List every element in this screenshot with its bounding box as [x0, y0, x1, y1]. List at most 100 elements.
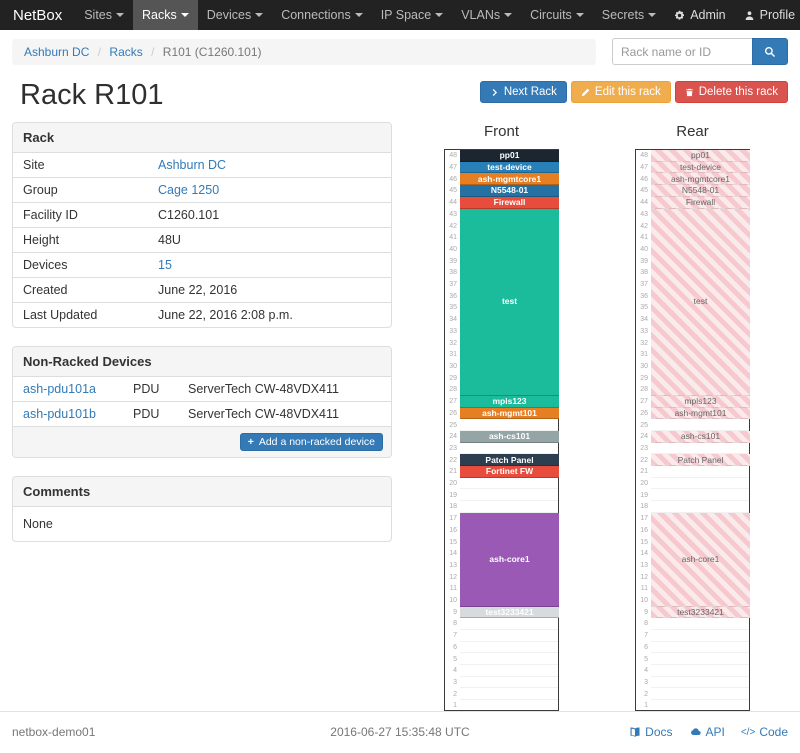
rack-elevation-rear: 48 47 46 45 44 43 42 41 40 39 38 37 36 35 34 33 32 31 30 29… — [635, 149, 750, 712]
breadcrumb-current: R101 (C1260.101) — [162, 44, 262, 59]
nonracked-panel: Non-Racked Devices ash-pdu101a PDU Serve… — [12, 346, 392, 458]
device-front-n5548-01[interactable]: N5548-01 — [460, 185, 559, 197]
device-front-ash-cs101[interactable]: ash-cs101 — [460, 431, 559, 443]
device-front-test-device[interactable]: test-device — [460, 161, 559, 174]
device-front-patch-panel[interactable]: Patch Panel — [460, 454, 559, 467]
device-front-mpls123[interactable]: mpls123 — [460, 395, 559, 408]
device-rear-test-device[interactable]: test-device — [651, 161, 750, 174]
nav-item-ip-space[interactable]: IP Space — [372, 0, 453, 30]
unit-number-label: 1 — [644, 702, 648, 710]
caret-down-icon — [116, 13, 124, 17]
rack-unit-slot — [651, 501, 749, 513]
search-input[interactable] — [612, 38, 752, 65]
rack-unit-row: 20 — [636, 478, 749, 490]
unit-number-label: 28 — [449, 386, 457, 394]
unit-number-label: 24 — [640, 433, 648, 441]
device-front-pp01[interactable]: pp01 — [460, 150, 559, 162]
rack-unit-row: 4 — [445, 665, 558, 677]
navbar: NetBox Sites Racks Devices Connections I… — [0, 0, 800, 30]
nav-item-connections[interactable]: Connections — [272, 0, 372, 30]
unit-number-label: 43 — [449, 210, 457, 218]
unit-number-label: 11 — [640, 585, 648, 593]
nav-item-secrets[interactable]: Secrets — [593, 0, 665, 30]
rack-unit-row: 23 — [445, 443, 558, 455]
code-icon: </> — [740, 726, 756, 738]
cloud-icon — [689, 726, 702, 738]
docs-link[interactable]: Docs — [629, 725, 673, 739]
attr-label-site: Site — [23, 158, 45, 172]
device-rear-ash-core1[interactable]: ash-core1 — [651, 512, 750, 607]
unit-number-label: 2 — [453, 690, 457, 698]
delete-rack-button[interactable]: Delete this rack — [674, 81, 788, 103]
nav-item-devices[interactable]: Devices — [198, 0, 272, 30]
caret-down-icon — [354, 13, 363, 17]
unit-number-label: 48 — [449, 152, 457, 160]
rack-unit-slot — [651, 466, 749, 478]
unit-number-label: 29 — [640, 374, 648, 382]
device-rear-test3233421[interactable]: test3233421 — [651, 606, 750, 619]
table-row: Created June 22, 2016 — [13, 277, 391, 303]
unit-number-label: 19 — [449, 491, 457, 499]
device-link[interactable]: ash-pdu101a — [23, 382, 96, 396]
search-button[interactable] — [752, 38, 788, 65]
unit-number-label: 16 — [640, 526, 648, 534]
device-rear-patch-panel[interactable]: Patch Panel — [651, 454, 750, 467]
device-rear-firewall[interactable]: Firewall — [651, 196, 750, 209]
device-rear-ash-cs101[interactable]: ash-cs101 — [651, 431, 750, 443]
unit-number-label: 35 — [449, 304, 457, 312]
group-link[interactable]: Cage 1250 — [158, 183, 220, 197]
device-front-test3233421[interactable]: test3233421 — [460, 606, 559, 619]
device-front-ash-core1[interactable]: ash-core1 — [460, 512, 559, 607]
rack-unit-slot — [460, 665, 558, 677]
nav-item-racks[interactable]: Racks — [133, 0, 198, 30]
site-link[interactable]: Ashburn DC — [158, 158, 227, 172]
breadcrumb: Ashburn DC / Racks / R101 (C1260.101) — [12, 38, 596, 65]
rack-unit-row: 6 — [445, 642, 558, 654]
next-rack-button[interactable]: Next Rack — [479, 81, 567, 103]
breadcrumb-site-link[interactable]: Ashburn DC — [24, 44, 90, 59]
device-rear-n5548-01[interactable]: N5548-01 — [651, 185, 750, 197]
devices-count-link[interactable]: 15 — [158, 258, 172, 272]
unit-number-label: 12 — [449, 573, 457, 581]
nav-item-vlans[interactable]: VLANs — [452, 0, 521, 30]
caret-down-icon — [575, 13, 584, 17]
plus-icon: + — [247, 436, 254, 448]
page-head: Next Rack Edit this rack Delete this rac… — [12, 79, 788, 112]
device-front-ash-mgmtcore1[interactable]: ash-mgmtcore1 — [460, 173, 559, 186]
device-rear-pp01[interactable]: pp01 — [651, 150, 750, 162]
device-rear-ash-mgmtcore1[interactable]: ash-mgmtcore1 — [651, 173, 750, 186]
device-front-test[interactable]: test — [460, 208, 559, 396]
device-rear-ash-mgmt101[interactable]: ash-mgmt101 — [651, 407, 750, 420]
nav-item-sites[interactable]: Sites — [75, 0, 133, 30]
unit-number-label: 10 — [449, 597, 457, 605]
nav-item-profile[interactable]: Profile — [735, 0, 800, 30]
device-front-fortinet-fw[interactable]: Fortinet FW — [460, 466, 559, 478]
page-title: Rack R101 — [20, 79, 164, 111]
topbar: Ashburn DC / Racks / R101 (C1260.101) — [12, 38, 788, 65]
pencil-icon — [581, 88, 590, 97]
nav-item-admin[interactable]: Admin — [665, 0, 734, 30]
device-front-firewall[interactable]: Firewall — [460, 196, 559, 209]
unit-number-label: 45 — [640, 187, 648, 195]
caret-down-icon — [255, 13, 264, 17]
brand-link[interactable]: NetBox — [0, 0, 75, 30]
attr-label-group: Group — [13, 177, 148, 203]
unit-number-label: 38 — [640, 269, 648, 277]
unit-number-label: 30 — [449, 363, 457, 370]
device-rear-mpls123[interactable]: mpls123 — [651, 395, 750, 408]
add-nonracked-device-button[interactable]: + Add a non-racked device — [239, 433, 383, 451]
rack-unit-row: 7 — [445, 630, 558, 642]
edit-rack-button[interactable]: Edit this rack — [570, 81, 671, 103]
unit-number-label: 44 — [449, 199, 457, 207]
device-rear-test[interactable]: test — [651, 208, 750, 396]
device-link[interactable]: ash-pdu101b — [23, 407, 96, 421]
rack-unit-slot — [460, 642, 558, 654]
device-front-ash-mgmt101[interactable]: ash-mgmt101 — [460, 407, 559, 420]
nav-item-circuits[interactable]: Circuits — [521, 0, 593, 30]
code-link[interactable]: </> Code — [740, 725, 788, 739]
rack-unit-row: 20 — [445, 478, 558, 490]
nonracked-panel-title: Non-Racked Devices — [13, 347, 391, 377]
right-column: Front 48 47 46 45 44 43 42 41 40 39 38 37 36 35 34 33 32… — [406, 122, 788, 712]
api-link[interactable]: API — [689, 725, 725, 739]
breadcrumb-racks-link[interactable]: Racks — [109, 44, 143, 59]
